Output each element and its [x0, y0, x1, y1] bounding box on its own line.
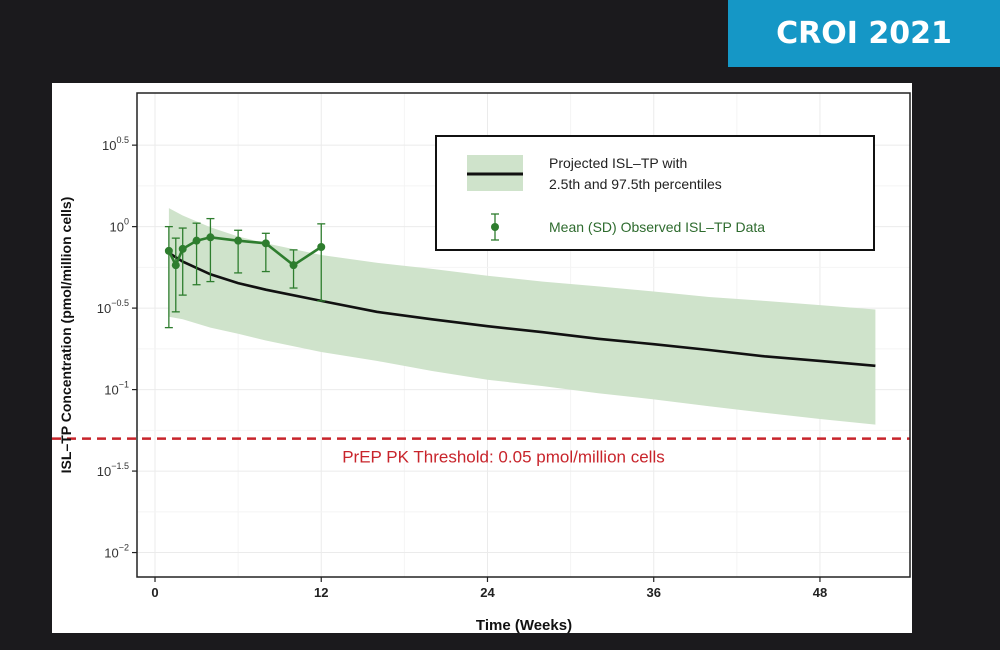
observed-point — [192, 236, 201, 245]
y-tick-label: 10−2 — [104, 543, 129, 561]
y-tick-label: 100.5 — [102, 135, 129, 153]
observed-point — [289, 261, 298, 270]
axes: 0 12 24 36 48 10−2 10−1.5 10−1 10−0.5 100 100.5 — [97, 92, 911, 600]
threshold-label: PrEP PK Threshold: 0.05 pmol/million cel… — [342, 448, 665, 467]
observed-point — [234, 236, 243, 245]
median-line-layer — [168, 251, 876, 368]
threshold-layer: PrEP PK Threshold: 0.05 pmol/million cel… — [52, 437, 910, 467]
x-tick-label: 24 — [480, 585, 495, 600]
pk-chart-figure: PrEP PK Threshold: 0.05 pmol/million cel… — [52, 83, 912, 633]
conference-badge: CROI 2021 — [728, 0, 1000, 67]
observed-data-layer — [164, 217, 326, 329]
observed-point — [178, 244, 187, 253]
observed-point — [261, 239, 270, 248]
plot-border — [136, 92, 911, 578]
axis-titles: Time (Weeks) ISL–TP Concentration (pmol/m… — [58, 197, 572, 633]
x-tick-label: 12 — [314, 585, 328, 600]
conference-badge-text: CROI 2021 — [776, 16, 952, 51]
legend-label-observed: Mean (SD) Observed ISL–TP Data — [549, 219, 765, 235]
median-line — [168, 251, 876, 368]
observed-point — [206, 233, 215, 242]
y-tick-label: 100 — [110, 217, 129, 235]
legend-label-projected: Projected ISL–TP with 2.5th and 97.5th pe… — [549, 155, 722, 192]
legend-point-swatch — [491, 223, 499, 231]
observed-point — [171, 261, 180, 270]
observed-point — [164, 246, 173, 255]
x-tick-label: 0 — [151, 585, 158, 600]
pk-chart: PrEP PK Threshold: 0.05 pmol/million cel… — [52, 92, 911, 633]
y-axis-title: ISL–TP Concentration (pmol/million cells… — [58, 197, 74, 474]
x-axis-title: Time (Weeks) — [476, 617, 572, 633]
observed-point — [317, 242, 326, 251]
x-tick-label: 36 — [646, 585, 660, 600]
x-tick-label: 48 — [813, 585, 827, 600]
y-tick-label: 10−1.5 — [97, 461, 129, 479]
y-tick-label: 10−0.5 — [97, 298, 129, 316]
y-tick-label: 10−1 — [104, 380, 129, 398]
prediction-band — [168, 208, 876, 425]
legend: Projected ISL–TP with 2.5th and 97.5th pe… — [435, 135, 875, 251]
prediction-band-layer — [168, 208, 876, 425]
